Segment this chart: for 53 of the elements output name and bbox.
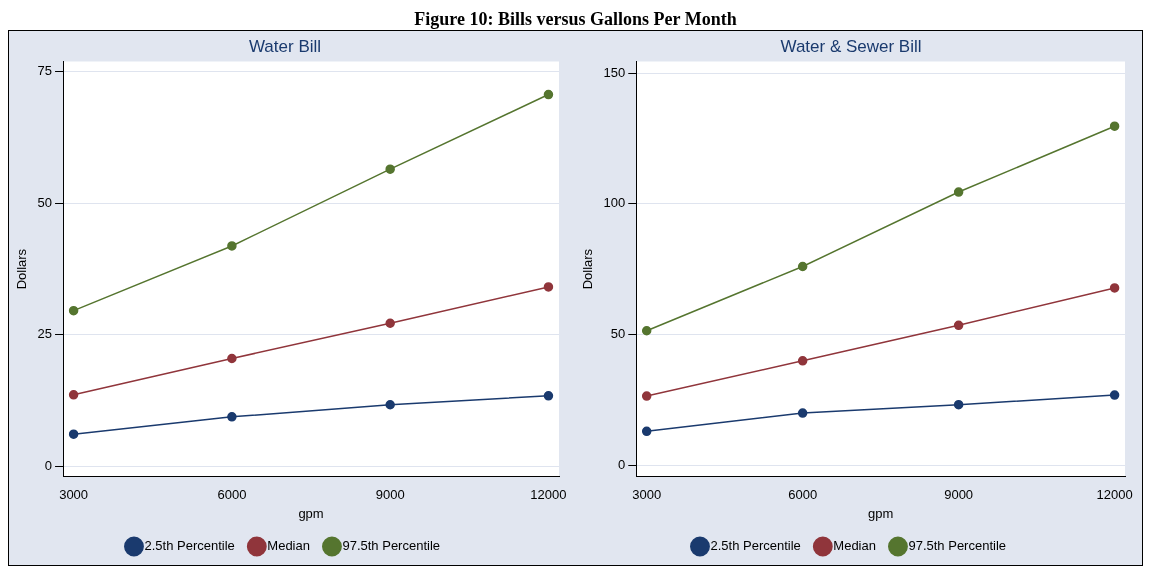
- x-tick-label: 12000: [530, 487, 567, 503]
- legend-label: 2.5th Percentile: [144, 538, 235, 554]
- point: [1109, 283, 1120, 293]
- point: [385, 318, 395, 329]
- point: [953, 320, 964, 331]
- chart-title: Water & Sewer Bill: [780, 36, 922, 56]
- x-tick-label: 6000: [217, 487, 247, 503]
- y-tick-label: 0: [44, 457, 53, 473]
- point: [797, 261, 808, 272]
- legend-label: Median: [833, 538, 876, 554]
- point: [543, 282, 554, 292]
- legend-label: Median: [267, 538, 310, 554]
- y-tick-label: 25: [37, 326, 53, 342]
- legend-label: 2.5th Percentile: [710, 538, 801, 554]
- point: [641, 426, 652, 437]
- legend-label: 97.5th Percentile: [908, 538, 1007, 554]
- x-tick-label: 9000: [375, 487, 405, 503]
- y-axis-title: Dollars: [580, 248, 596, 290]
- point: [227, 241, 237, 251]
- point: [953, 187, 964, 197]
- point: [641, 391, 652, 401]
- point: [385, 164, 395, 174]
- y-tick-label: 50: [610, 325, 626, 341]
- point: [227, 353, 237, 364]
- legend-label: 97.5th Percentile: [342, 538, 441, 554]
- point: [385, 400, 395, 410]
- point: [953, 399, 964, 410]
- x-tick-label: 6000: [788, 487, 818, 503]
- point: [68, 305, 79, 316]
- x-axis-title: gpm: [298, 505, 324, 521]
- x-axis-title: gpm: [868, 505, 894, 521]
- point: [1109, 390, 1120, 400]
- point: [797, 408, 808, 418]
- caption: Figure 10: Bills versus Gallons Per Month: [413, 8, 738, 30]
- point: [68, 390, 79, 400]
- point: [227, 412, 237, 422]
- chart-title: Water Bill: [248, 36, 322, 56]
- point: [1109, 121, 1120, 131]
- point: [543, 89, 554, 100]
- x-tick-label: 3000: [59, 487, 89, 503]
- y-tick-label: 150: [603, 64, 626, 80]
- point: [543, 391, 554, 401]
- point: [641, 326, 652, 336]
- y-tick-label: 0: [618, 456, 626, 472]
- x-tick-label: 3000: [632, 487, 662, 503]
- point: [68, 429, 79, 439]
- y-tick-label: 75: [37, 63, 53, 79]
- point: [797, 356, 808, 366]
- y-tick-label: 50: [37, 194, 53, 210]
- y-tick-label: 100: [603, 195, 626, 211]
- x-tick-label: 12000: [1096, 487, 1133, 503]
- x-tick-label: 9000: [944, 487, 974, 503]
- y-axis-title: Dollars: [14, 248, 30, 290]
